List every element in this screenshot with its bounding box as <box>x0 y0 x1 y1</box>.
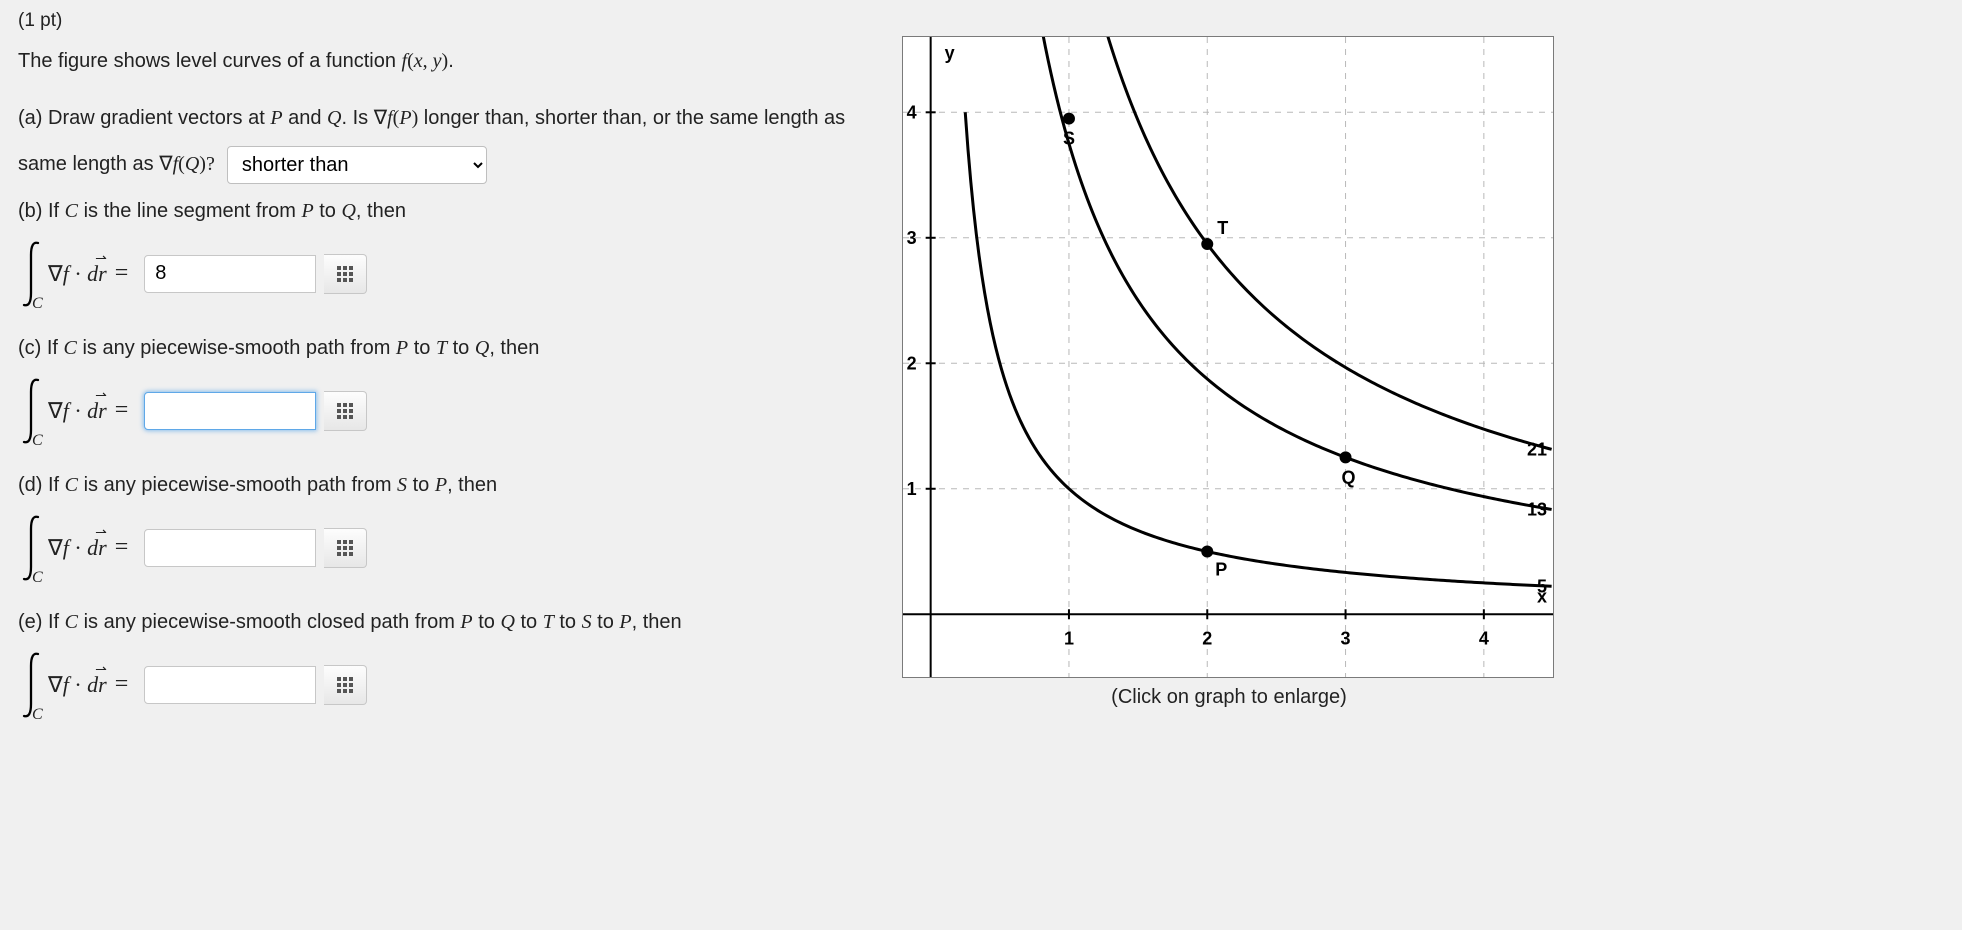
graph-panel: 12341234yx51321PQTS (Click on graph to e… <box>902 36 1562 709</box>
svg-text:T: T <box>1217 218 1228 238</box>
part-b-text: (b) If C is the line segment from P to Q… <box>18 198 898 225</box>
svg-text:13: 13 <box>1527 500 1547 520</box>
svg-text:21: 21 <box>1527 440 1547 460</box>
integral-c: C ∇f · dr⇀ = <box>18 376 136 446</box>
keypad-icon <box>337 403 353 419</box>
svg-text:1: 1 <box>1064 628 1074 648</box>
part-c-input[interactable] <box>144 392 316 430</box>
part-d-answer-row: C ∇f · dr⇀ = <box>18 513 898 583</box>
keypad-button[interactable] <box>324 254 367 294</box>
part-e-text: (e) If C is any piecewise-smooth closed … <box>18 609 898 636</box>
part-b-answer-row: C ∇f · dr⇀ = <box>18 239 898 309</box>
intro-line: The figure shows level curves of a funct… <box>18 48 898 75</box>
keypad-icon <box>337 540 353 556</box>
level-curve-graph[interactable]: 12341234yx51321PQTS <box>902 36 1554 678</box>
part-a-row2: same length as ∇f(Q)? ?longer thanshorte… <box>18 146 898 184</box>
part-a-text: (a) Draw gradient vectors at P and Q. Is… <box>18 105 898 132</box>
keypad-icon <box>337 266 353 282</box>
keypad-button[interactable] <box>324 665 367 705</box>
svg-text:4: 4 <box>1479 628 1489 648</box>
points-label: (1 pt) <box>18 8 898 34</box>
keypad-icon <box>337 677 353 693</box>
svg-text:y: y <box>945 43 955 63</box>
integral-sign-icon: C <box>18 239 46 309</box>
intro-text: The figure shows level curves of a funct… <box>18 50 402 72</box>
part-e-answer-row: C ∇f · dr⇀ = <box>18 650 898 720</box>
svg-text:S: S <box>1063 129 1075 149</box>
svg-text:3: 3 <box>907 228 917 248</box>
integral-sign-icon: C <box>18 376 46 446</box>
svg-text:5: 5 <box>1537 576 1547 596</box>
svg-text:2: 2 <box>1202 628 1212 648</box>
part-c-answer-row: C ∇f · dr⇀ = <box>18 376 898 446</box>
keypad-button[interactable] <box>324 528 367 568</box>
part-d-input[interactable] <box>144 529 316 567</box>
svg-text:Q: Q <box>1342 467 1356 487</box>
svg-text:4: 4 <box>907 102 917 122</box>
svg-text:1: 1 <box>907 479 917 499</box>
part-c-text: (c) If C is any piecewise-smooth path fr… <box>18 335 898 362</box>
keypad-button[interactable] <box>324 391 367 431</box>
integral-sign-icon: C <box>18 513 46 583</box>
integral-e: C ∇f · dr⇀ = <box>18 650 136 720</box>
graph-caption: (Click on graph to enlarge) <box>902 686 1556 709</box>
svg-text:2: 2 <box>907 353 917 373</box>
svg-text:3: 3 <box>1341 628 1351 648</box>
part-d-text: (d) If C is any piecewise-smooth path fr… <box>18 472 898 499</box>
integral-b: C ∇f · dr⇀ = <box>18 239 136 309</box>
svg-text:P: P <box>1215 560 1227 580</box>
function-args: (x, y) <box>407 50 448 72</box>
part-a-select[interactable]: ?longer thanshorter thanthe same length … <box>227 146 487 184</box>
part-e-input[interactable] <box>144 666 316 704</box>
integral-d: C ∇f · dr⇀ = <box>18 513 136 583</box>
part-b-input[interactable] <box>144 255 316 293</box>
integral-sign-icon: C <box>18 650 46 720</box>
